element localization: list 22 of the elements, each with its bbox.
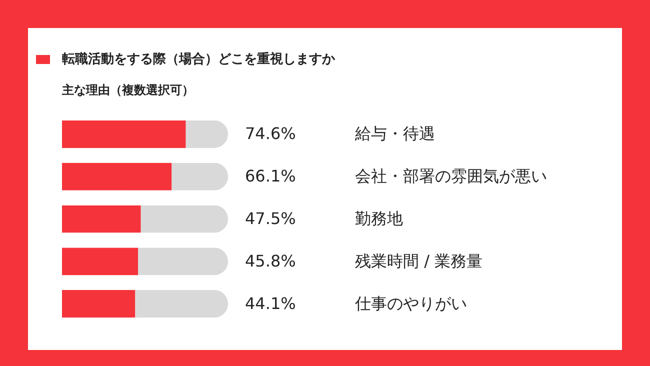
chart-subtitle: 主な理由（複数選択可） [62,82,194,99]
y-tick-label: 勤務地 [355,209,403,228]
data-label: 74.6% [245,124,296,144]
data-label: 47.5% [245,209,296,228]
data-label: 44.1% [245,294,296,313]
bar [62,120,186,148]
y-tick-label: 給与・待遇 [354,124,435,144]
bar [186,120,228,148]
chart-title: 転職活動をする際（場合）どこを重視しますか [62,50,335,68]
data-label: 45.8% [245,251,296,270]
y-tick-label: 残業時間 / 業務量 [355,251,483,270]
bar [140,205,228,233]
data-label: 66.1% [245,166,296,186]
bar [172,162,228,190]
y-tick-label: 仕事のやりがい [354,294,467,313]
bar [62,205,141,233]
bar [62,290,136,318]
bar [138,248,228,276]
bar [62,248,138,276]
y-tick-label: 会社・部署の雰囲気が悪い [355,166,547,186]
bar [135,290,228,318]
bar [62,162,172,190]
